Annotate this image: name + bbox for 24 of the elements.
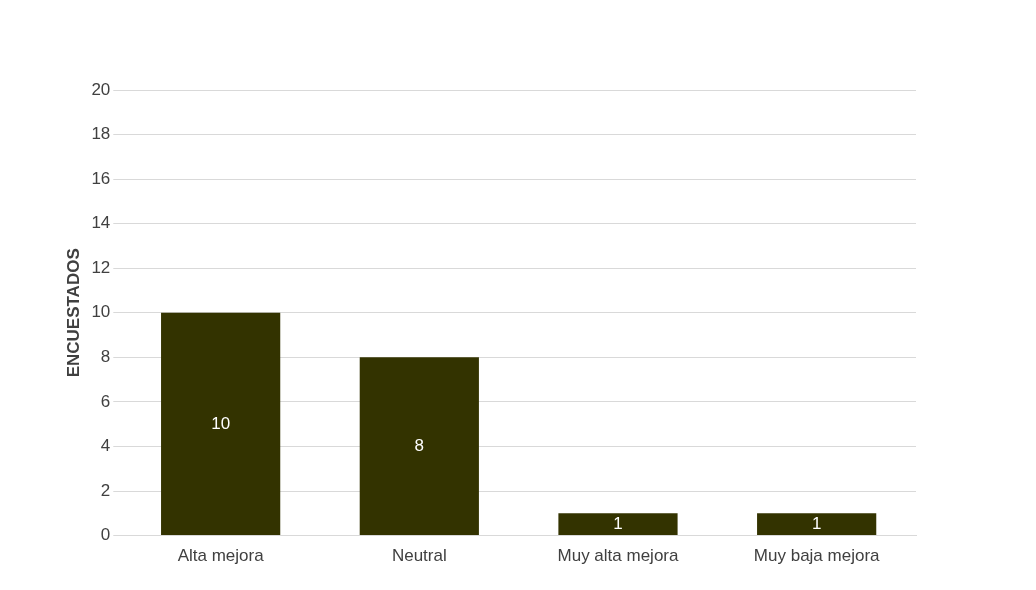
data-label: 1 [613, 513, 623, 533]
y-tick-label: 2 [100, 480, 111, 500]
bar [359, 357, 479, 536]
y-tick-label: 16 [91, 168, 111, 188]
bar [161, 312, 281, 536]
y-tick-label: 10 [91, 302, 111, 322]
y-tick-label: 4 [100, 436, 111, 456]
x-tick-label: Neutral [391, 546, 447, 566]
x-tick-label: Muy baja mejora [753, 546, 881, 566]
data-label: 10 [211, 413, 231, 433]
y-tick-label: 0 [100, 525, 111, 545]
y-tick-label: 20 [91, 79, 111, 99]
x-tick-label: Alta mejora [177, 546, 265, 566]
bar [757, 513, 877, 536]
data-label: 8 [414, 435, 425, 455]
y-tick-label: 14 [91, 213, 111, 233]
data-label: 1 [811, 513, 822, 533]
y-tick-label: 8 [100, 347, 111, 367]
x-tick-label: Muy alta mejora [557, 546, 679, 566]
y-axis-title: ENCUESTADOS [63, 248, 83, 378]
y-tick-label: 18 [91, 124, 111, 144]
y-tick-label: 12 [91, 257, 111, 277]
bar [558, 513, 678, 536]
y-tick-label: 6 [100, 391, 111, 411]
